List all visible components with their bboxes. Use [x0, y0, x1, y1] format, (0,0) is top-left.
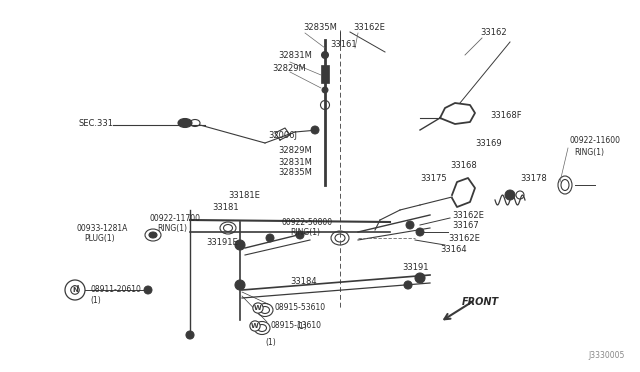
Bar: [321, 65, 329, 83]
Text: 00933-1281A: 00933-1281A: [76, 224, 127, 232]
Circle shape: [266, 234, 274, 242]
Text: RING(1): RING(1): [290, 228, 320, 237]
Text: 08915-53610: 08915-53610: [275, 304, 326, 312]
Text: J3330005: J3330005: [589, 351, 625, 360]
Circle shape: [144, 286, 152, 294]
Circle shape: [311, 126, 319, 134]
Text: W: W: [251, 323, 259, 329]
Text: 33178: 33178: [520, 173, 547, 183]
Text: FRONT: FRONT: [462, 297, 499, 307]
Text: (1): (1): [90, 295, 100, 305]
Text: 32835M: 32835M: [303, 22, 337, 32]
Circle shape: [415, 273, 425, 283]
Text: (1): (1): [296, 323, 307, 331]
Text: 00922-50800: 00922-50800: [282, 218, 333, 227]
Circle shape: [235, 240, 245, 250]
Text: 33162E: 33162E: [452, 211, 484, 219]
Circle shape: [505, 190, 515, 200]
Text: 33162E: 33162E: [448, 234, 480, 243]
Circle shape: [322, 87, 328, 93]
Text: 33181: 33181: [212, 202, 239, 212]
Circle shape: [406, 221, 414, 229]
Text: 32006J: 32006J: [268, 131, 297, 140]
Text: N: N: [72, 287, 78, 293]
Text: 00922-11700: 00922-11700: [150, 214, 201, 222]
Text: 33164: 33164: [440, 246, 467, 254]
Text: 33167: 33167: [452, 221, 479, 230]
Text: 33161: 33161: [330, 39, 356, 48]
Text: 33169: 33169: [475, 138, 502, 148]
Circle shape: [404, 281, 412, 289]
Text: 33168F: 33168F: [490, 110, 522, 119]
Text: 33191E: 33191E: [206, 237, 237, 247]
Text: PLUG(1): PLUG(1): [84, 234, 115, 243]
Text: 32831M: 32831M: [278, 157, 312, 167]
Circle shape: [186, 331, 194, 339]
Circle shape: [321, 51, 328, 58]
Circle shape: [416, 228, 424, 236]
Text: SEC.331: SEC.331: [78, 119, 113, 128]
Text: 33162: 33162: [480, 28, 507, 36]
Text: 32831M: 32831M: [278, 51, 312, 60]
Ellipse shape: [178, 119, 192, 128]
Text: 00922-11600: 00922-11600: [570, 135, 621, 144]
Text: 33162E: 33162E: [353, 22, 385, 32]
Text: 33184: 33184: [290, 278, 317, 286]
Text: 33191: 33191: [402, 263, 429, 273]
Text: (1): (1): [265, 337, 276, 346]
Text: 33175: 33175: [420, 173, 447, 183]
Text: 08911-20610: 08911-20610: [90, 285, 141, 295]
Ellipse shape: [149, 232, 157, 238]
Text: 32829M: 32829M: [278, 145, 312, 154]
Text: RING(1): RING(1): [574, 148, 604, 157]
Text: RING(1): RING(1): [157, 224, 187, 232]
Circle shape: [296, 231, 304, 239]
Text: W: W: [254, 305, 262, 311]
Text: 08915-13610: 08915-13610: [271, 321, 322, 330]
Text: 32835M: 32835M: [278, 167, 312, 176]
Text: 33181E: 33181E: [228, 190, 260, 199]
Circle shape: [235, 280, 245, 290]
Text: 33168: 33168: [450, 160, 477, 170]
Text: N: N: [72, 285, 78, 295]
Text: 32829M: 32829M: [272, 64, 306, 73]
